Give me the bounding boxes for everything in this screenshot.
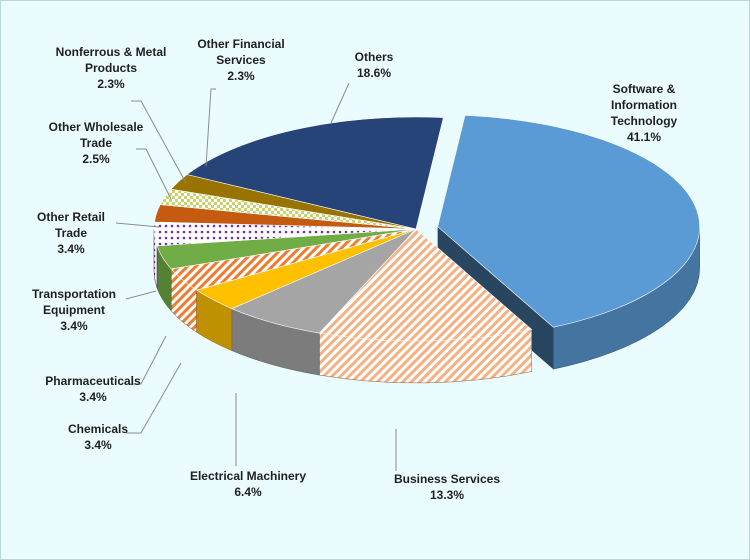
value-label: 2.5% [82,152,110,166]
category-label: Other Retail Trade [36,210,105,240]
slice [186,116,444,230]
leader-line [131,100,187,184]
data-label: Transportation Equipment 3.4% [19,286,129,334]
leader-line [115,222,160,228]
category-label: Pharmaceuticals [45,374,141,388]
value-label: 2.3% [97,77,125,91]
category-label: Business Services [393,472,501,486]
category-label: Electrical Machinery [189,469,307,483]
value-label: 3.4% [57,242,85,256]
data-label: Others 18.6% [329,49,419,81]
category-label: Nonferrous & Metal Products [55,45,167,75]
category-label: Other Financial Services [197,37,285,67]
slice [437,114,700,328]
value-label: 3.4% [60,319,88,333]
leader-lines [115,82,397,471]
category-label: Others [354,50,394,64]
category-label: Software & Information Technology [610,82,678,128]
data-label: Other Wholesale Trade 2.5% [36,119,156,167]
data-label: Other Financial Services 2.3% [186,36,296,84]
leader-line [330,82,350,124]
data-label: Pharmaceuticals 3.4% [33,373,153,405]
value-label: 6.4% [234,485,262,499]
data-label: Business Services 13.3% [382,471,512,503]
value-label: 13.3% [429,488,465,502]
leader-line [126,362,182,434]
slice [318,228,533,342]
data-label: Other Retail Trade 3.4% [26,209,116,257]
value-label: 3.4% [79,390,107,404]
value-label: 2.3% [227,69,255,83]
value-label: 3.4% [84,438,112,452]
leader-line [125,290,157,300]
data-label: Chemicals 3.4% [53,421,143,453]
leader-line [205,88,216,167]
leader-line [136,148,172,200]
category-label: Chemicals [67,422,129,436]
leader-line [126,335,167,385]
category-label: Transportation Equipment [31,287,116,317]
value-label: 18.6% [356,66,392,80]
data-label: Electrical Machinery 6.4% [173,468,323,500]
category-label: Other Wholesale Trade [48,120,144,150]
data-label: Software & Information Technology 41.1% [597,81,692,145]
value-label: 41.1% [626,130,662,144]
data-label: Nonferrous & Metal Products 2.3% [46,44,176,92]
